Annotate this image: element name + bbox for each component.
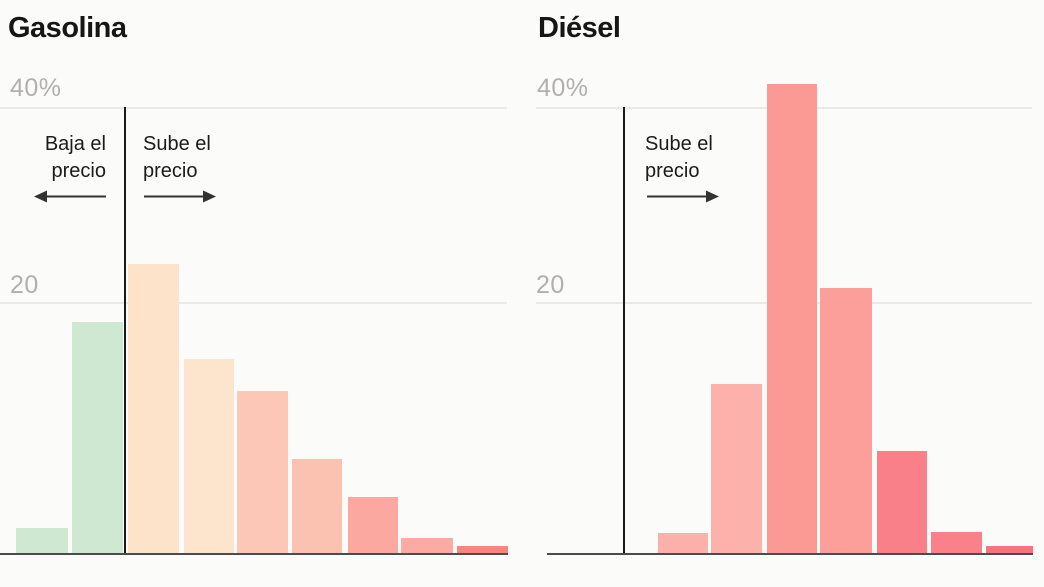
histogram-bar: [184, 359, 234, 553]
histogram-bar: [348, 496, 398, 553]
histogram-bar: [128, 264, 179, 553]
x-axis-diesel: [547, 553, 1033, 555]
ytick-40-gasolina: 40%: [10, 74, 62, 102]
gridline-40-gasolina: [0, 107, 507, 109]
ytick-20-gasolina: 20: [10, 271, 39, 299]
annotation-line: Sube el: [645, 133, 713, 155]
arrow-right-icon: [647, 190, 719, 203]
zero-divider-gasolina: [124, 107, 126, 555]
bars-diesel: [658, 83, 1033, 553]
histogram-bar: [292, 459, 342, 553]
bars-gasolina: [16, 264, 508, 553]
annotation-line: precio: [143, 160, 198, 182]
chart-title-diesel: Diésel: [538, 12, 621, 44]
histogram-bar: [711, 384, 762, 553]
x-axis-gasolina: [0, 553, 508, 555]
annotation-line: Sube el: [143, 133, 211, 155]
chart-title-gasolina: Gasolina: [8, 12, 127, 44]
annotation-sube-el-precio-gasolina: Sube el precio: [143, 131, 211, 185]
histogram-bar: [237, 390, 288, 553]
histogram-bar: [658, 533, 708, 553]
annotation-sube-el-precio-diesel: Sube el precio: [645, 131, 713, 185]
histogram-bar: [16, 528, 68, 553]
histogram-bar: [986, 545, 1033, 553]
histogram-bar: [931, 531, 982, 553]
histogram-bar: [72, 321, 123, 553]
arrow-right-icon: [144, 190, 216, 203]
histogram-bar: [767, 83, 817, 553]
annotation-baja-el-precio: Baja el precio: [18, 131, 106, 185]
histogram-bar: [820, 288, 872, 553]
ytick-40-diesel: 40%: [537, 74, 589, 102]
histogram-bar: [401, 538, 453, 553]
gridline-20-gasolina: [0, 302, 507, 304]
arrow-left-icon: [34, 190, 106, 203]
annotation-line: precio: [51, 160, 106, 182]
histogram-bar: [457, 545, 508, 553]
zero-divider-diesel: [623, 107, 625, 555]
annotation-line: Baja el: [44, 133, 106, 155]
histogram-bar: [877, 450, 927, 553]
annotation-line: precio: [645, 160, 700, 182]
ytick-20-diesel: 20: [536, 271, 565, 299]
